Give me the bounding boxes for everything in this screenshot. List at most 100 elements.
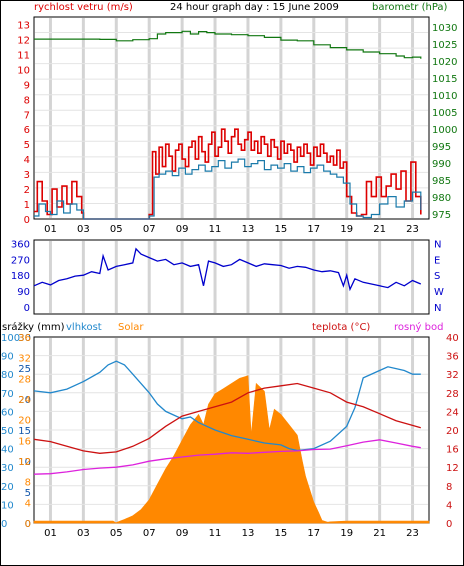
rain-tick-label: 20 [18,395,31,406]
direction-tick-label: 0 [24,303,30,314]
baro-tick-label: 1025 [432,40,457,51]
solar-tick-label: 12 [18,457,31,468]
solar-tick-label: 36 [18,333,31,344]
wind-x-tick-label: 15 [275,224,288,235]
weather-x-tick-label: 13 [242,528,255,539]
wind-tick-label: 1 [24,200,30,211]
temp-tick-label: 40 [446,333,459,344]
wind-direction-line [33,247,422,292]
weather-x-tick-label: 01 [44,528,57,539]
wind-x-tick-label: 23 [406,224,419,235]
temp-tick-label: 0 [446,519,452,530]
wind-axis-label: rychlost vetru (m/s) [34,2,133,13]
wind-tick-label: 2 [24,185,30,196]
weather-x-tick-label: 11 [209,528,222,539]
solar-tick-label: 0 [25,519,31,530]
wind-panel-box [33,16,430,220]
wind-gust-line [34,128,422,220]
wind-tick-label: 8 [24,95,30,106]
wind-tick-label: 7 [24,110,30,121]
humidity-tick-label: 80 [1,370,14,381]
wind-tick-label: 9 [24,80,30,91]
direction-tick-label: 270 [11,255,30,266]
compass-tick-label: N [434,240,441,251]
humidity-tick-label: 40 [1,445,14,456]
dew-axis-label: rosný bod [394,321,443,333]
solar-tick-label: 28 [18,374,31,385]
chart-title: 24 hour graph day : 15 June 2009 [170,2,339,13]
solar-axis-label: Solar [118,322,144,333]
weather-x-tick-label: 19 [340,528,353,539]
solar-tick-label: 8 [25,478,31,489]
rain-area [33,520,430,524]
wind-tick-label: 4 [24,155,30,166]
humidity-tick-label: 50 [1,426,14,437]
wind-x-tick-label: 17 [307,224,320,235]
rain-tick-label: 30 [18,333,31,344]
direction-tick-label: 180 [11,271,30,282]
temp-tick-label: 28 [446,389,459,400]
temp-tick-label: 36 [446,352,459,363]
barometer-line [34,30,422,59]
baro-tick-label: 990 [432,159,451,170]
weather-x-tick-label: 07 [143,528,156,539]
weather-x-tick-label: 23 [406,528,419,539]
weather-x-tick-label: 21 [373,528,386,539]
baro-tick-label: 1030 [432,23,457,34]
wind-tick-label: 5 [24,140,30,151]
wind-tick-label: 0 [24,215,30,226]
temperature-line [33,382,421,454]
baro-tick-label: 995 [432,142,451,153]
wind-x-tick-label: 01 [44,224,57,235]
weather-x-tick-label: 09 [176,528,189,539]
wind-x-tick-label: 19 [340,224,353,235]
baro-axis-label: barometr (hPa) [372,2,448,13]
wind-x-tick-label: 11 [209,224,222,235]
solar-area [34,375,429,524]
baro-tick-label: 1010 [432,91,457,102]
temp-tick-label: 12 [446,463,459,474]
wind-tick-label: 13 [17,20,30,31]
weather-x-tick-label: 03 [77,528,90,539]
humidity-tick-label: 10 [1,500,14,511]
humidity-tick-label: 20 [1,482,14,493]
direction-tick-label: 90 [17,287,30,298]
temp-tick-label: 32 [446,370,459,381]
wind-tick-label: 10 [17,65,30,76]
baro-tick-label: 1005 [432,108,457,119]
compass-tick-label: W [434,287,444,298]
temp-tick-label: 8 [446,482,452,493]
humidity-tick-label: 0 [1,519,7,530]
humidity-tick-label: 100 [1,333,20,344]
humidity-tick-label: 90 [1,352,14,363]
humidity-line [33,360,421,452]
humidity-tick-label: 60 [1,407,14,418]
solar-tick-label: 24 [18,395,31,406]
rain-tick-label: 15 [18,426,31,437]
compass-tick-label: S [434,271,440,282]
wind-x-tick-label: 21 [373,224,386,235]
solar-tick-label: 20 [18,416,31,427]
wind-x-tick-label: 13 [242,224,255,235]
baro-tick-label: 1000 [432,125,457,136]
rain-axis-label: srážky (mm) [2,321,65,333]
baro-tick-label: 975 [432,210,451,221]
wind-x-tick-label: 09 [176,224,189,235]
temp-tick-label: 4 [446,500,452,511]
wind-x-tick-label: 03 [77,224,90,235]
direction-panel-box [33,239,430,315]
wind-tick-label: 6 [24,125,30,136]
wind-tick-label: 3 [24,170,30,181]
wind-x-tick-label: 05 [110,224,123,235]
temp-tick-label: 20 [446,426,459,437]
compass-tick-label: E [434,255,440,266]
weather-x-tick-label: 05 [110,528,123,539]
baro-tick-label: 1020 [432,57,457,68]
weather-x-tick-label: 15 [275,528,288,539]
humidity-tick-label: 70 [1,389,14,400]
wind-tick-label: 12 [17,35,30,46]
humidity-tick-label: 30 [1,463,14,474]
wind-avg-line [34,158,422,220]
